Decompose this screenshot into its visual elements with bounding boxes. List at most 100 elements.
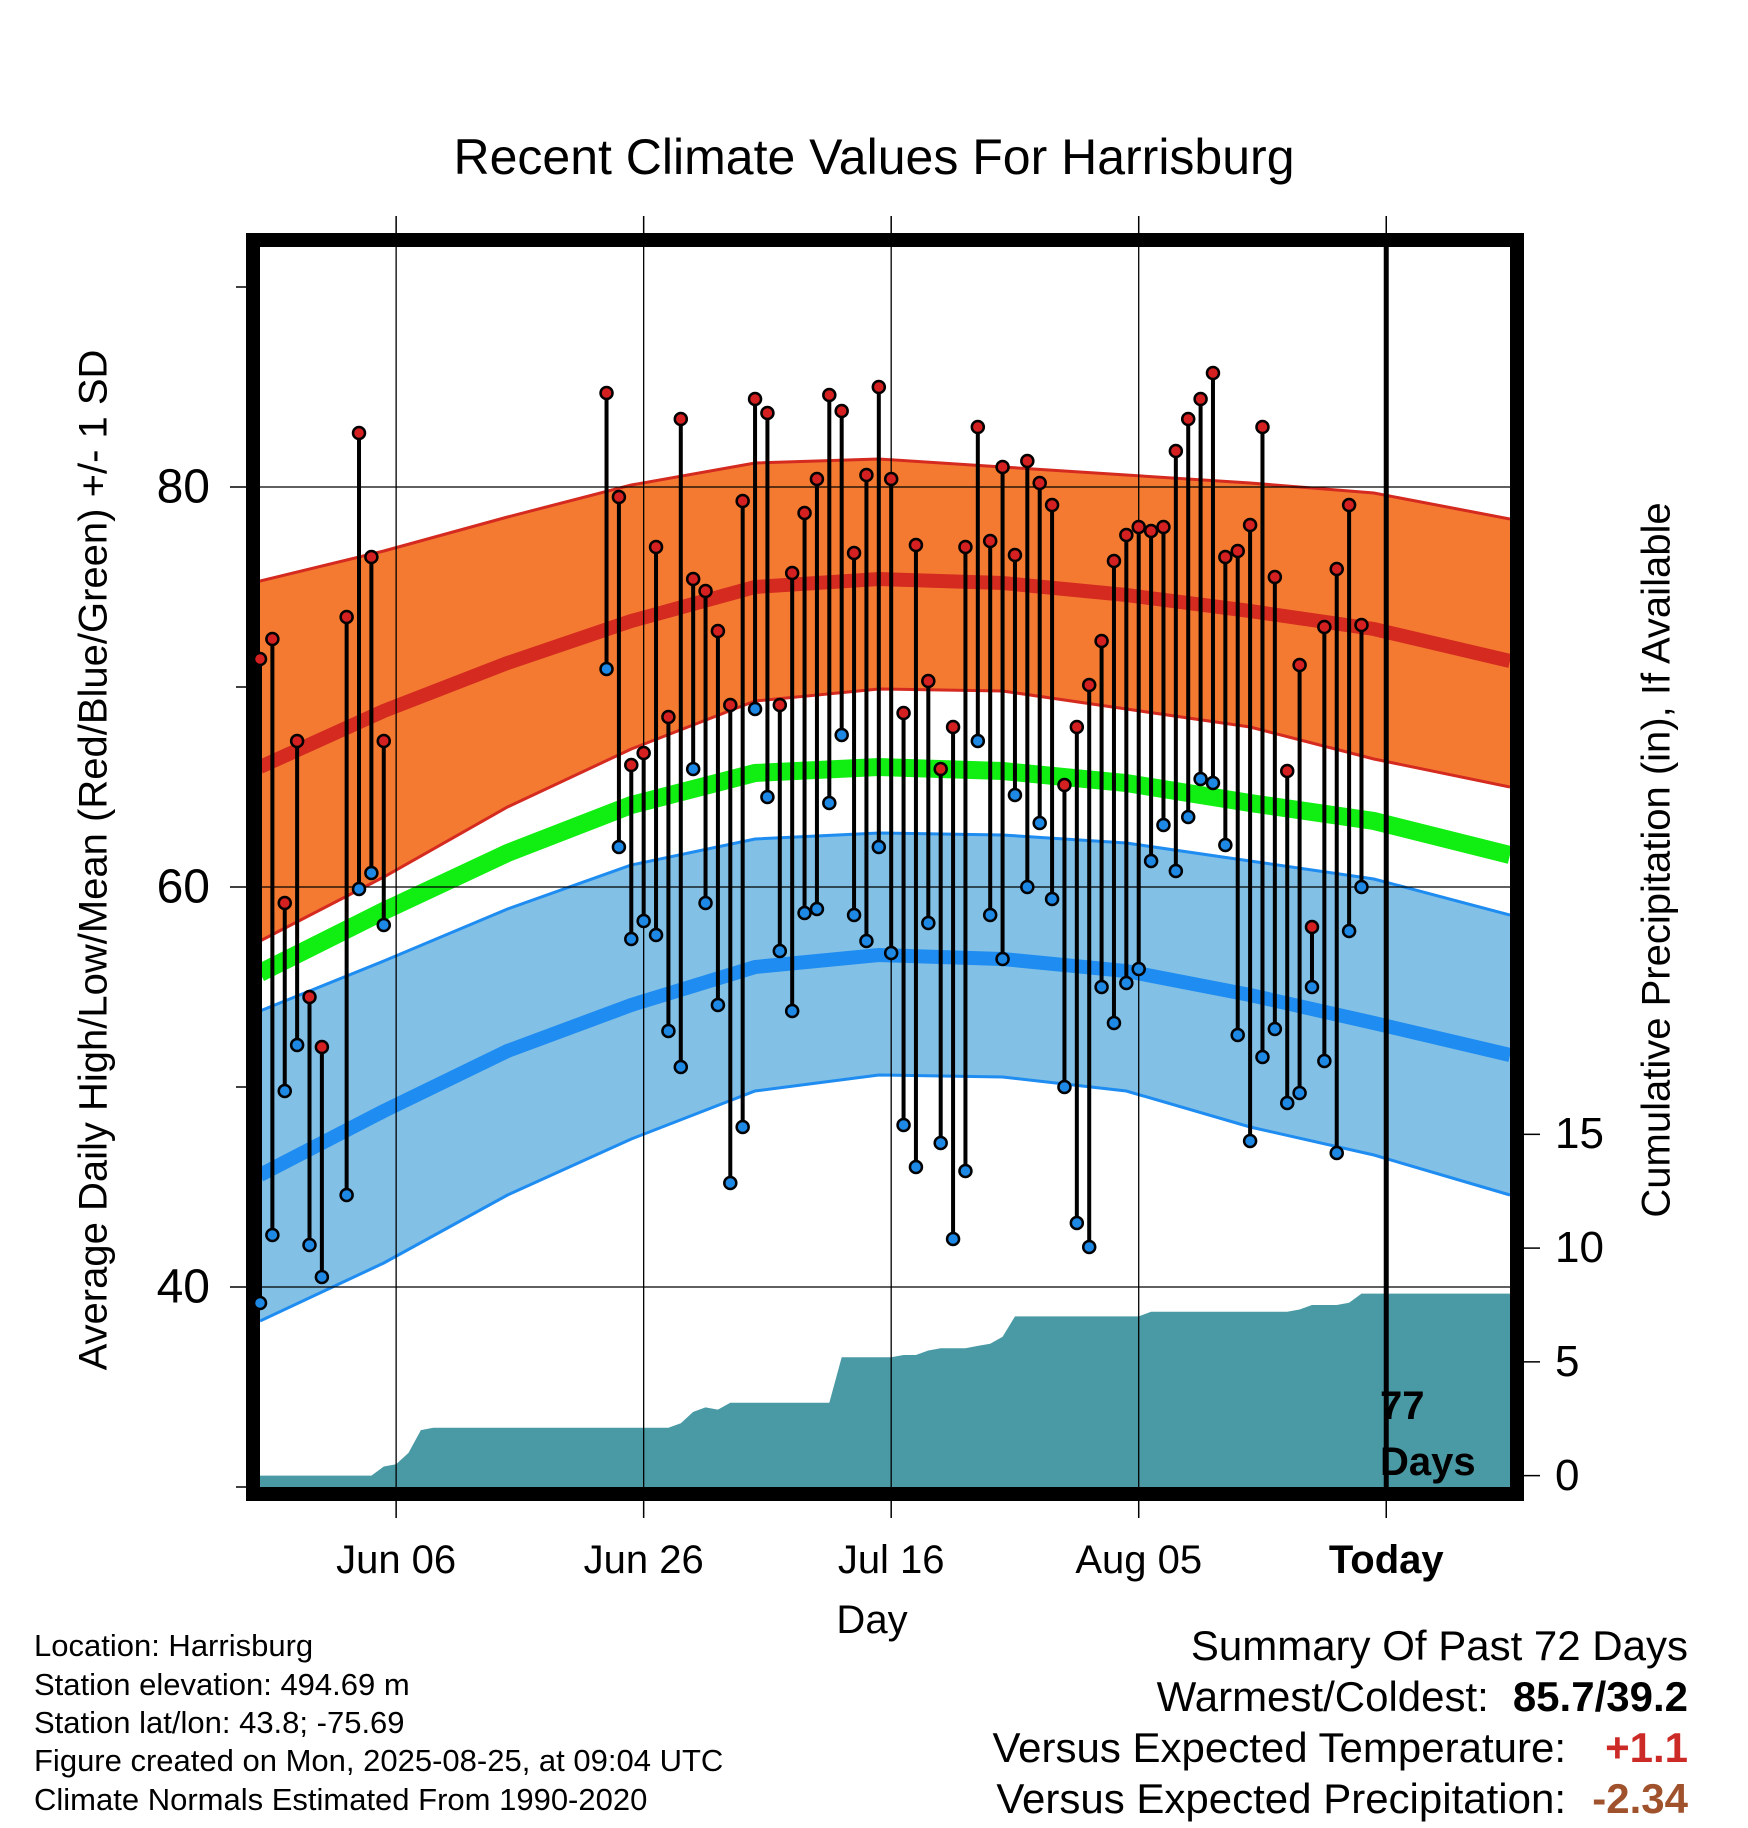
low-point <box>1168 863 1184 879</box>
low-point <box>760 789 775 805</box>
low-point <box>1081 1239 1097 1255</box>
high-point <box>1292 657 1307 673</box>
low-point <box>1354 879 1369 895</box>
y2-tick-label: 5 <box>1555 1336 1580 1386</box>
high-point <box>995 459 1010 475</box>
high-point <box>302 989 317 1005</box>
high-point <box>314 1039 330 1055</box>
high-point <box>1267 569 1283 585</box>
low-point <box>624 931 639 947</box>
high-point <box>1044 497 1060 513</box>
summary-temp-row: Versus Expected Temperature: +1.1 <box>992 1722 1688 1773</box>
low-point <box>314 1269 330 1285</box>
x-axis-label: Day <box>836 1598 908 1642</box>
low-point <box>1020 879 1035 895</box>
high-point <box>351 425 367 441</box>
low-point <box>611 839 627 855</box>
high-point <box>723 697 738 713</box>
low-point <box>1143 853 1159 869</box>
high-point <box>624 757 639 773</box>
high-point <box>1218 549 1233 565</box>
low-point <box>265 1227 280 1243</box>
y2-tick-label: 0 <box>1555 1450 1580 1500</box>
high-point <box>1304 919 1320 935</box>
high-point <box>1168 443 1184 459</box>
low-point <box>809 901 825 917</box>
low-point <box>1255 1049 1270 1065</box>
low-point <box>921 915 936 931</box>
high-point <box>871 379 887 395</box>
low-point <box>896 1117 911 1133</box>
high-point <box>958 539 973 555</box>
low-point <box>376 917 392 933</box>
high-point <box>982 533 998 549</box>
low-point <box>784 1003 800 1019</box>
high-point <box>1020 453 1035 469</box>
low-point <box>982 907 998 923</box>
low-point <box>1156 817 1171 833</box>
low-point <box>772 943 788 959</box>
low-point <box>797 905 812 921</box>
high-point <box>1279 763 1295 779</box>
high-point <box>611 489 627 505</box>
high-point <box>760 405 775 421</box>
high-point <box>661 709 676 725</box>
y-tick-label: 40 <box>156 1260 210 1314</box>
x-tick-label: Jul 16 <box>837 1538 945 1582</box>
low-point <box>1119 975 1134 991</box>
low-point <box>1242 1133 1258 1149</box>
low-lower-line <box>260 1073 1510 1323</box>
low-point <box>1106 1015 1122 1031</box>
high-point <box>1193 391 1208 407</box>
low-point <box>1032 815 1047 831</box>
y-tick-label: 80 <box>156 460 210 514</box>
high-point <box>1119 527 1134 543</box>
low-point <box>599 661 614 677</box>
high-point <box>933 761 948 777</box>
high-point <box>1143 523 1159 539</box>
low-point <box>648 927 664 943</box>
low-point <box>970 733 986 749</box>
summary-title: Summary Of Past 72 Days <box>1190 1622 1688 1669</box>
temp-anomaly-value: +1.1 <box>1605 1724 1688 1771</box>
low-point <box>1329 1145 1344 1161</box>
low-point <box>1094 979 1109 995</box>
high-point <box>289 733 305 749</box>
low-point <box>1292 1085 1307 1101</box>
low-point <box>723 1175 738 1191</box>
low-point <box>846 907 862 923</box>
low-point <box>1341 923 1357 939</box>
low-point <box>1131 961 1146 977</box>
high-point <box>846 545 862 561</box>
low-point <box>958 1163 973 1179</box>
high-point <box>1354 617 1369 633</box>
low-point <box>1007 787 1023 803</box>
low-point <box>1044 891 1060 907</box>
high-point <box>945 719 961 735</box>
elevation-text: Station elevation: 494.69 m <box>34 1667 410 1702</box>
normals-text: Climate Normals Estimated From 1990-2020 <box>34 1782 648 1817</box>
y2-tick-label: 15 <box>1555 1109 1604 1159</box>
precip-anomaly-value: -2.34 <box>1592 1775 1688 1822</box>
high-point <box>1081 677 1097 693</box>
high-point <box>1230 543 1245 559</box>
high-point <box>1329 561 1344 577</box>
high-point <box>1156 519 1171 535</box>
summary-panel: Summary Of Past 72 Days Warmest/Coldest:… <box>992 1620 1688 1824</box>
location-text: Location: Harrisburg <box>34 1628 314 1663</box>
plot-frame <box>246 233 1524 1501</box>
high-point <box>970 419 986 435</box>
high-point <box>784 565 800 581</box>
high-point <box>1069 719 1085 735</box>
high-point <box>1032 475 1047 491</box>
high-point <box>1131 519 1146 535</box>
low-point <box>822 795 837 811</box>
low-point <box>351 881 367 897</box>
high-point <box>896 705 911 721</box>
high-point <box>252 651 268 667</box>
created-text: Figure created on Mon, 2025-08-25, at 09… <box>34 1743 724 1778</box>
high-point <box>1317 619 1332 635</box>
normal-low-line <box>260 947 1510 1182</box>
high-point <box>277 895 293 911</box>
